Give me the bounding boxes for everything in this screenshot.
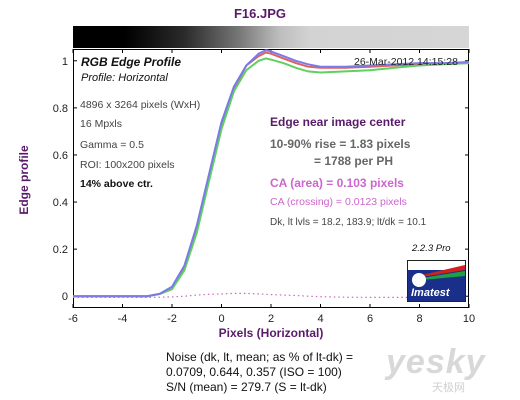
watermark-sub: 天极网 (432, 382, 465, 394)
noise-line-2: 0.0709, 0.644, 0.357 (ISO = 100) (166, 365, 342, 379)
y-tick-label: 0 (62, 291, 68, 303)
snr-line: S/N (mean) = 279.7 (S = lt-dk) (166, 380, 327, 394)
x-tick-label: 0 (218, 313, 224, 325)
profile-label: Profile: Horizontal (81, 72, 168, 84)
x-tick-label: 10 (463, 313, 475, 325)
x-tick-label: 4 (317, 313, 323, 325)
info-roi: ROI: 100x200 pixels (80, 159, 175, 171)
x-tick-label: -2 (167, 313, 177, 325)
series-line-blue (73, 49, 470, 298)
version-label: 2.2.3 Pro (412, 243, 451, 254)
x-axis-label: Pixels (Horizontal) (218, 326, 324, 340)
x-tick-label: 8 (416, 313, 422, 325)
edge-gradient-bar (73, 26, 469, 48)
y-tick-label: 0.4 (53, 197, 68, 209)
plot-area (73, 49, 469, 308)
x-tick-label: 2 (268, 313, 274, 325)
info-mpxls: 16 Mpxls (80, 118, 123, 130)
dark-light-levels: Dk, lt lvls = 18.2, 183.9; lt/dk = 10.1 (270, 217, 427, 228)
ca-area-value: CA (area) = 0.103 pixels (270, 176, 404, 190)
y-tick-label: 0.6 (53, 150, 68, 162)
x-tick-label: 6 (367, 313, 373, 325)
info-gamma: Gamma = 0.5 (80, 139, 144, 151)
x-tick-label: -4 (118, 313, 128, 325)
y-tick-label: 1 (62, 56, 68, 68)
chart-title: F16.JPG (233, 6, 287, 21)
y-tick-label: 0.8 (53, 103, 68, 115)
info-dims: 4896 x 3264 pixels (WxH) (80, 99, 201, 111)
per-ph-value: = 1788 per PH (314, 154, 394, 168)
results-heading: Edge near image center (270, 115, 406, 129)
info-position: 14% above ctr. (80, 178, 153, 190)
imatest-logo: Imatest (407, 260, 466, 302)
noise-line-1: Noise (dk, lt, mean; as % of lt-dk) = (166, 350, 354, 364)
timestamp: 26-Mar-2012 14:15:28 (354, 56, 458, 68)
logo-graphic (408, 261, 465, 287)
series-line-ca (73, 292, 469, 298)
rise-value: 10-90% rise = 1.83 pixels (270, 137, 411, 151)
logo-text: Imatest (411, 287, 450, 299)
watermark-logo: yesky (386, 343, 486, 381)
plot-name: RGB Edge Profile (81, 55, 182, 69)
y-tick-label: 0.2 (53, 244, 68, 256)
ca-crossing-value: CA (crossing) = 0.0123 pixels (270, 196, 407, 208)
y-axis-label: Edge profile (17, 145, 31, 215)
x-tick-label: -6 (68, 313, 78, 325)
